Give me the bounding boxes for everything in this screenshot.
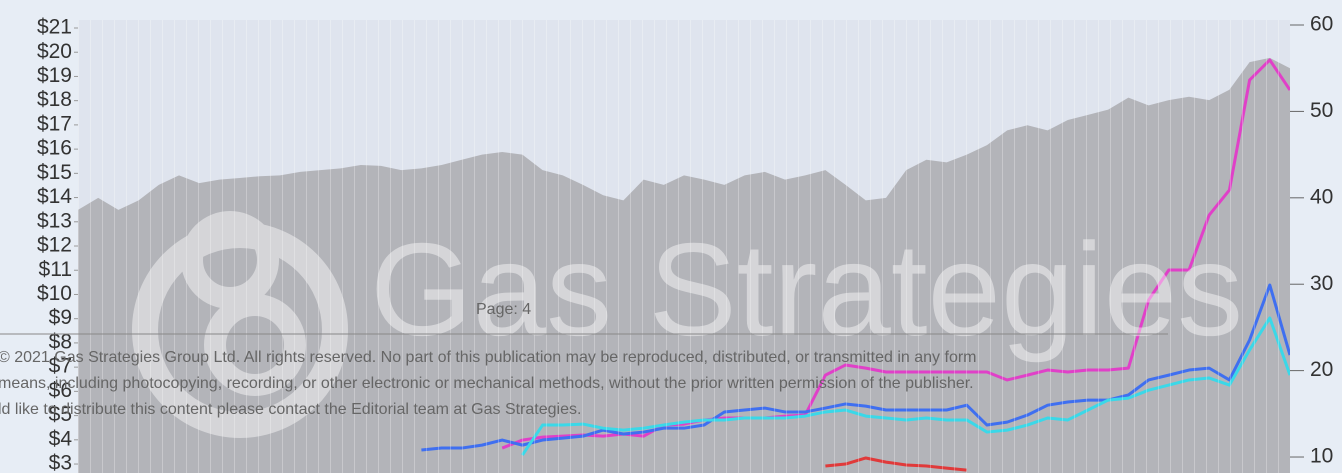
y2-tick-label: 10 — [1310, 445, 1333, 468]
y-tick-label: $20 — [37, 40, 72, 63]
copyright-line: ld like to distribute this content pleas… — [0, 401, 581, 418]
y2-tick-label: 30 — [1310, 272, 1333, 295]
y-tick-label: $15 — [37, 161, 72, 184]
y2-tick-label: 60 — [1310, 13, 1333, 36]
copyright-line: © 2021 Gas Strategies Group Ltd. All rig… — [0, 349, 977, 366]
y-tick-label: $4 — [49, 427, 73, 450]
y-tick-label: $19 — [37, 64, 72, 87]
logo-ring — [132, 222, 348, 438]
copyright-line: means, including photocopying, recording… — [0, 375, 974, 392]
y-tick-label: $3 — [49, 452, 72, 473]
y-tick-label: $12 — [37, 234, 72, 257]
y-tick-label: $8 — [49, 330, 72, 353]
watermark-text: Gas Strategies — [370, 216, 1243, 363]
y-tick-label: $17 — [37, 112, 72, 135]
logo-ring — [204, 294, 306, 396]
y-tick-label: $18 — [37, 88, 72, 111]
page-number: Page: 4 — [476, 301, 531, 318]
y-tick-label: $7 — [49, 355, 72, 378]
y-tick-label: $16 — [37, 137, 72, 160]
y-tick-label: $6 — [49, 379, 72, 402]
axes: $3$4$5$6$7$8$9$10$11$12$13$14$15$16$17$1… — [37, 13, 1333, 473]
y-tick-label: $10 — [37, 282, 72, 305]
y-tick-label: $9 — [49, 306, 72, 329]
y2-tick-label: 40 — [1310, 185, 1333, 208]
y-tick-label: $11 — [39, 258, 72, 281]
y2-tick-label: 50 — [1310, 99, 1333, 122]
y-tick-label: $14 — [37, 185, 72, 208]
vertical-grid — [78, 20, 1290, 473]
y2-tick-label: 20 — [1310, 358, 1333, 381]
y-tick-label: $21 — [37, 16, 72, 39]
logo-ring — [181, 211, 279, 309]
y-tick-label: $13 — [37, 209, 72, 232]
watermark: Gas Strategies — [132, 211, 1243, 438]
y-tick-label: $5 — [49, 403, 72, 426]
